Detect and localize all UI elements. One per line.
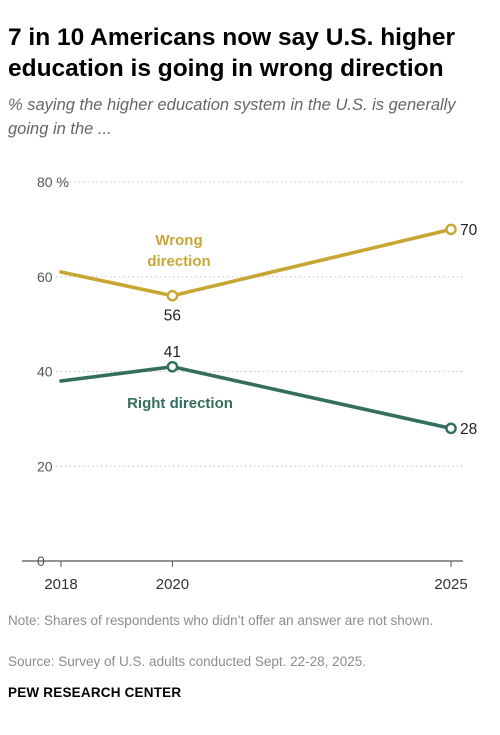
y-tick-label: 0 <box>37 553 45 569</box>
chart-note: Note: Shares of respondents who didn’t o… <box>8 613 434 628</box>
data-point <box>166 360 179 373</box>
data-label: 70 <box>460 222 478 239</box>
series-line-1 <box>59 364 453 431</box>
chart-source: Source: Survey of U.S. adults conducted … <box>8 654 366 669</box>
brand-footer: PEW RESEARCH CENTER <box>8 685 182 700</box>
x-tick-label: 2025 <box>434 576 467 593</box>
data-point <box>445 223 457 236</box>
data-point <box>166 289 179 302</box>
x-tick-label: 2020 <box>156 576 189 593</box>
y-tick-label: 40 <box>37 364 53 380</box>
series-label: direction <box>147 253 210 270</box>
y-tick-label: 20 <box>37 458 53 474</box>
chart-subtitle: % saying the higher education system in … <box>8 96 456 138</box>
series-label: Right direction <box>127 395 233 412</box>
y-tick-label: 60 <box>37 269 53 285</box>
chart-title: 7 in 10 Americans now say U.S. higher ed… <box>8 24 456 82</box>
series-line-0 <box>59 227 453 298</box>
y-tick-label: 80 % <box>37 174 69 190</box>
x-tick-label: 2018 <box>44 576 77 593</box>
data-point <box>445 422 457 435</box>
data-label: 56 <box>164 308 181 325</box>
data-label: 28 <box>460 421 477 438</box>
series-label: Wrong <box>155 232 202 249</box>
data-label: 41 <box>164 344 181 361</box>
